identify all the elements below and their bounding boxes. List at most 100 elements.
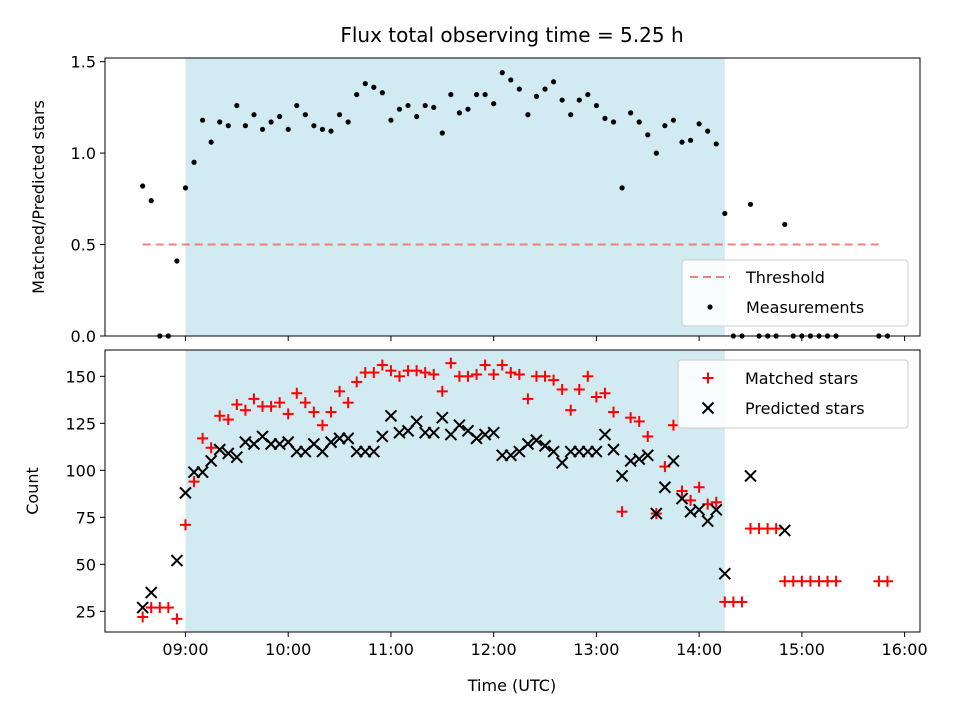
- matched-star-point: [565, 404, 577, 416]
- measurement-point: [251, 112, 257, 118]
- measurement-point: [174, 258, 180, 264]
- matched-star-point: [376, 359, 388, 371]
- y-tick-label: 100: [65, 461, 96, 480]
- measurement-point: [336, 112, 343, 118]
- matched-star-point: [710, 496, 722, 508]
- predicted-star-point: [410, 415, 423, 428]
- predicted-star-point: [555, 456, 569, 470]
- x-tick-label: 09:00: [162, 640, 208, 659]
- matched-star-point: [162, 602, 174, 614]
- predicted-star-point: [324, 435, 338, 449]
- predicted-star-point: [367, 445, 381, 458]
- predicted-star-point: [230, 450, 244, 464]
- y-tick-label: 0.0: [71, 327, 96, 346]
- matched-star-point: [197, 432, 209, 444]
- matched-star-point: [265, 400, 277, 412]
- measurement-point: [448, 91, 454, 98]
- matched-star-point: [522, 393, 534, 405]
- predicted-star-point: [658, 481, 672, 494]
- matched-star-point: [736, 596, 748, 608]
- x-axis-label: Time (UTC): [467, 676, 556, 695]
- matched-star-point: [137, 611, 149, 623]
- ratio-observing-window-shade: [185, 58, 725, 336]
- measurement-point: [491, 101, 497, 107]
- matched-star-point: [513, 368, 525, 380]
- matched-star-point: [325, 406, 337, 418]
- legend-matched-swatch: [702, 372, 714, 384]
- measurement-point: [482, 91, 488, 98]
- measurement-point: [259, 126, 266, 132]
- predicted-star-point: [538, 439, 552, 453]
- measurement-point: [559, 97, 565, 103]
- matched-star-point: [171, 613, 183, 625]
- predicted-star-point: [145, 586, 158, 599]
- measurement-point: [414, 113, 420, 120]
- measurement-point: [747, 201, 754, 207]
- predicted-star-point: [470, 432, 483, 445]
- predicted-star-point: [222, 447, 235, 460]
- count-observing-window-shade: [185, 350, 725, 632]
- count-series-layer: [136, 357, 893, 625]
- x-tick-label: 15:00: [779, 640, 825, 659]
- ratio-chart-title: Flux total observing time = 5.25 h: [340, 23, 683, 47]
- matched-star-point: [274, 397, 286, 409]
- measurement-point: [140, 183, 146, 189]
- measurement-point: [362, 81, 368, 87]
- matched-star-point: [188, 476, 200, 488]
- predicted-star-point: [196, 465, 209, 479]
- measurement-point: [705, 128, 711, 134]
- y-tick-label: 1.5: [71, 53, 96, 72]
- matched-star-point: [471, 368, 483, 380]
- ratio-legend-box: [681, 259, 909, 327]
- measurement-point: [302, 112, 308, 118]
- predicted-star-point: [590, 445, 603, 458]
- predicted-star-point: [341, 432, 355, 445]
- matched-star-point: [505, 367, 517, 379]
- matched-star-point: [548, 374, 560, 386]
- measurement-point: [242, 123, 248, 129]
- matched-star-point: [608, 406, 620, 418]
- ratio-panel: 0.0 0.5 1.0 1.5 Flux total observing time =…: [29, 23, 921, 346]
- measurement-point: [456, 110, 463, 116]
- measurement-point: [388, 117, 394, 123]
- matched-star-point: [633, 415, 645, 427]
- measurement-point: [610, 119, 617, 125]
- ratio-legend: Threshold Measurements: [681, 259, 909, 327]
- y-tick-label: 75: [76, 508, 96, 527]
- matched-star-point: [573, 383, 585, 395]
- count-legend: Matched stars Predicted stars: [677, 359, 909, 429]
- count-legend-box: [677, 359, 909, 429]
- predicted-star-point: [598, 428, 612, 441]
- measurement-point: [722, 210, 728, 217]
- measurement-point: [285, 126, 291, 132]
- measurement-point: [585, 91, 591, 98]
- measurement-point: [234, 102, 240, 109]
- measurement-point: [191, 159, 197, 165]
- legend-measurements-label: Measurements: [746, 298, 864, 317]
- legend-threshold-label: Threshold: [745, 268, 825, 287]
- matched-star-point: [539, 370, 551, 382]
- matched-star-point: [590, 391, 602, 403]
- measurement-point: [713, 141, 719, 147]
- matched-star-point: [334, 385, 346, 397]
- matched-star-point: [496, 359, 508, 371]
- measurement-point: [405, 102, 411, 109]
- predicted-star-point: [675, 492, 689, 505]
- y-tick-label: 125: [65, 414, 96, 433]
- predicted-star-point: [487, 426, 500, 439]
- matched-star-point: [291, 387, 303, 399]
- matched-star-point: [770, 523, 782, 535]
- ratio-measurements-layer: [140, 70, 891, 339]
- measurement-point: [568, 112, 574, 118]
- measurement-point: [602, 115, 608, 121]
- matched-star-point: [342, 397, 354, 409]
- matched-star-point: [368, 367, 380, 379]
- matched-star-point: [308, 406, 320, 418]
- measurement-point: [619, 185, 625, 191]
- matched-star-point: [205, 442, 217, 454]
- predicted-star-point: [778, 524, 791, 537]
- measurement-point: [782, 221, 788, 228]
- predicted-star-point: [530, 434, 543, 447]
- measurement-point: [645, 132, 651, 138]
- measurement-point: [277, 113, 283, 120]
